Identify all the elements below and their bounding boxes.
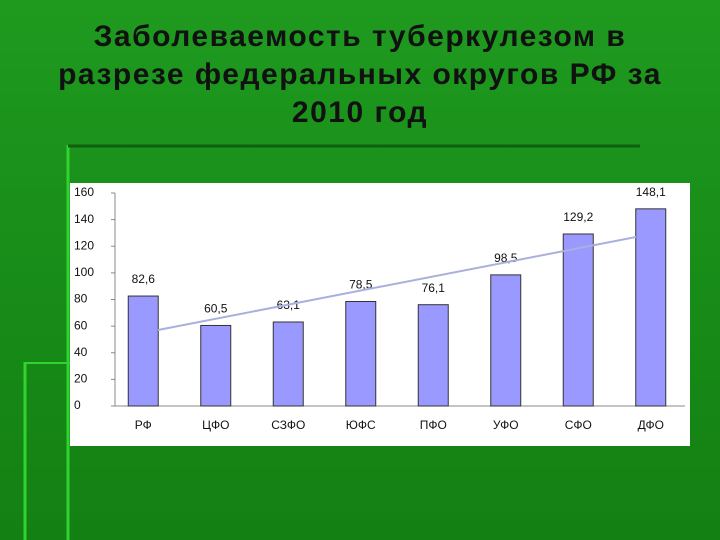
bar bbox=[635, 208, 667, 407]
bar bbox=[345, 300, 377, 407]
y-tick-label: 80 bbox=[74, 292, 88, 306]
trend-line bbox=[157, 236, 637, 331]
chart-area bbox=[70, 183, 690, 446]
y-tick-label: 40 bbox=[74, 345, 88, 359]
y-tick-label: 0 bbox=[74, 398, 81, 412]
chart-title: Заболеваемость туберкулезом в разрезе фе… bbox=[58, 20, 662, 129]
y-tick-label: 60 bbox=[74, 318, 88, 332]
x-tick-label: ЦФО bbox=[202, 418, 229, 432]
value-label: 148,1 bbox=[636, 185, 666, 199]
y-tick-label: 120 bbox=[74, 238, 94, 252]
bar bbox=[200, 324, 232, 407]
bar bbox=[417, 304, 449, 407]
y-tick-label: 100 bbox=[74, 265, 94, 279]
bar bbox=[127, 295, 159, 407]
y-tick-label: 160 bbox=[74, 185, 94, 199]
value-label: 60,5 bbox=[204, 302, 228, 316]
bar bbox=[562, 233, 594, 407]
x-tick-label: УФО bbox=[493, 418, 519, 432]
y-tick-label: 140 bbox=[74, 212, 94, 226]
x-tick-label: РФ bbox=[135, 418, 152, 432]
x-tick-label: ПФО bbox=[420, 418, 447, 432]
value-label: 78,5 bbox=[349, 278, 373, 292]
bar bbox=[490, 274, 522, 407]
x-tick-label: ЮФС bbox=[346, 418, 376, 432]
x-tick-label: СФО bbox=[565, 418, 592, 432]
bar bbox=[272, 321, 304, 407]
value-label: 82,6 bbox=[132, 272, 156, 286]
value-label: 76,1 bbox=[422, 281, 446, 295]
y-tick-label: 20 bbox=[74, 372, 88, 386]
x-tick-label: ДФО bbox=[638, 418, 664, 432]
value-label: 129,2 bbox=[563, 210, 593, 224]
x-tick-label: СЗФО bbox=[271, 418, 305, 432]
